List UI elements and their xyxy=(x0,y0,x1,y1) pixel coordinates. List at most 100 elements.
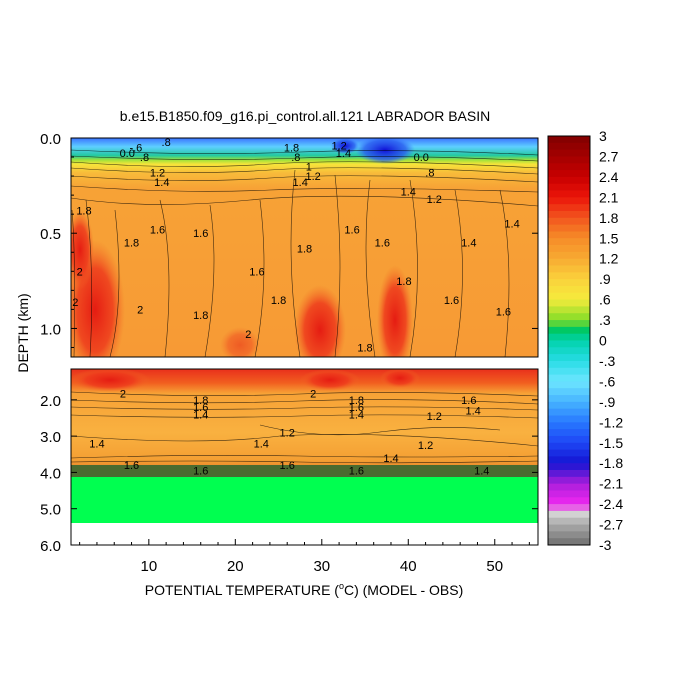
colorbar-bin xyxy=(548,265,590,273)
colorbar-bin xyxy=(548,381,590,389)
x-axis: 10 20 30 40 50 xyxy=(79,539,530,575)
colorbar-bin xyxy=(548,374,590,382)
contour-label: 1.4 xyxy=(474,466,489,478)
colorbar-label: 2.4 xyxy=(599,169,619,185)
x-axis-label-prefix: POTENTIAL TEMPERATURE ( xyxy=(145,582,340,598)
contour-label: 1.2 xyxy=(418,440,433,452)
lower-warm-core-3 xyxy=(380,369,420,388)
y-axis-lower: 2.0 3.0 4.0 5.0 6.0 xyxy=(40,393,538,555)
contour-label: 2 xyxy=(120,388,126,400)
colorbar-bin xyxy=(548,258,590,266)
contour-label: 1.2 xyxy=(427,194,442,206)
colorbar-bin xyxy=(548,238,590,246)
colorbar-label: -1.2 xyxy=(599,414,623,430)
colorbar-bin xyxy=(548,313,590,321)
colorbar-bin xyxy=(548,463,590,471)
colorbar-label: -2.7 xyxy=(599,517,623,533)
y-tick-label-lower: 3.0 xyxy=(40,429,61,446)
colorbar-bin xyxy=(548,531,590,539)
colorbar-bin xyxy=(548,483,590,491)
colorbar-label: -1.8 xyxy=(599,455,623,471)
colorbar-bin xyxy=(548,429,590,437)
colorbar-bin xyxy=(548,176,590,185)
chart-title: b.e15.B1850.f09_g16.pi_control.all.121 L… xyxy=(120,108,490,124)
contour-label: 1.4 xyxy=(89,438,104,450)
colorbar-label: -.3 xyxy=(599,353,616,369)
contour-label: 1.8 xyxy=(76,205,91,217)
colorbar-bin xyxy=(548,504,590,512)
contour-label: 1.8 xyxy=(396,276,411,288)
colorbar-bin xyxy=(548,210,590,219)
contour-label: .8 xyxy=(162,137,171,149)
y-tick-label-upper: 0.5 xyxy=(40,226,61,243)
colorbar-label: -3 xyxy=(599,537,612,553)
colorbar-bin xyxy=(548,170,590,178)
contour-label: 1.6 xyxy=(444,295,459,307)
contour-label: 2 xyxy=(77,266,83,278)
contour-label: 1.8 xyxy=(271,295,286,307)
contour-label: 0.0 xyxy=(414,152,429,164)
colorbar-bin xyxy=(548,476,590,485)
contour-label: 1.4 xyxy=(504,219,519,231)
colorbar: 3 2.7 2.4 2.1 1.8 1.5 1.2 .9 .6 .3 0 -.3 -.6 -.9 -1.2 -… xyxy=(547,128,623,553)
contour-label: 1.4 xyxy=(293,177,308,189)
colorbar-bin xyxy=(548,367,590,375)
colorbar-label: -.9 xyxy=(599,394,616,410)
contour-label: .8 xyxy=(291,152,300,164)
colorbar-bin xyxy=(548,272,590,280)
colorbar-bin xyxy=(548,183,590,191)
upper-panel xyxy=(71,138,538,357)
y-tick-label-lower: 2.0 xyxy=(40,393,61,410)
y-tick-label-lower: 4.0 xyxy=(40,465,61,482)
contour-label: 2 xyxy=(245,329,251,341)
contour-label: 1.8 xyxy=(357,342,372,354)
contour-label: 1.2 xyxy=(331,141,346,153)
colorbar-bin xyxy=(548,360,590,369)
colorbar-label: .9 xyxy=(599,271,611,287)
x-tick-label: 30 xyxy=(313,558,330,575)
colorbar-bin xyxy=(548,197,590,205)
colorbar-bin xyxy=(548,470,590,478)
colorbar-bin xyxy=(548,347,590,355)
contour-label: 1.6 xyxy=(375,238,390,250)
y-tick-label-upper: 1.0 xyxy=(40,321,61,338)
colorbar-label: 2.7 xyxy=(599,148,619,164)
colorbar-bin xyxy=(548,320,590,328)
colorbar-bin xyxy=(548,435,590,444)
colorbar-label: -2.4 xyxy=(599,496,623,512)
contour-label: 1.6 xyxy=(344,224,359,236)
colorbar-label: 1.8 xyxy=(599,210,619,226)
colorbar-label: 1.5 xyxy=(599,230,619,246)
contour-label: 2 xyxy=(72,297,78,309)
contour-label: 1.4 xyxy=(383,453,398,465)
colorbar-label: .3 xyxy=(599,312,611,328)
contour-label: 1.8 xyxy=(297,243,312,255)
lower-panel xyxy=(71,369,538,545)
colorbar-bin xyxy=(548,245,590,253)
contour-label: 1.6 xyxy=(193,466,208,478)
colorbar-frame xyxy=(547,135,591,546)
colorbar-bin xyxy=(548,449,590,457)
contour-label: 1.8 xyxy=(284,143,299,155)
colorbar-bin xyxy=(548,299,590,307)
colorbar-bin xyxy=(548,163,590,171)
contour-label: 1.8 xyxy=(193,395,208,407)
lower-field-base xyxy=(71,369,538,475)
upper-panel-frame xyxy=(70,137,539,358)
upper-cold-core-1 xyxy=(355,138,415,164)
contour-label: .8 xyxy=(140,152,149,164)
contour-label: 1.6 xyxy=(349,402,364,414)
y-axis-upper: 0.0 0.5 1.0 xyxy=(40,131,538,348)
colorbar-label: 3 xyxy=(599,128,607,144)
colorbar-bin xyxy=(548,231,590,239)
colorbar-bin xyxy=(548,340,590,348)
contour-label: 1.8 xyxy=(349,395,364,407)
colorbar-bin xyxy=(548,224,590,232)
lower-bottom-band xyxy=(71,465,538,477)
contour-label: 1.6 xyxy=(249,266,264,278)
colorbar-bin xyxy=(548,517,590,525)
colorbar-bin xyxy=(548,524,590,532)
contour-label: 1.6 xyxy=(124,460,139,472)
lower-contours xyxy=(71,391,538,464)
colorbar-bin xyxy=(548,401,590,410)
